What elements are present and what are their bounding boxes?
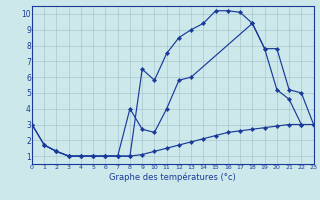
X-axis label: Graphe des températures (°c): Graphe des températures (°c) — [109, 172, 236, 182]
